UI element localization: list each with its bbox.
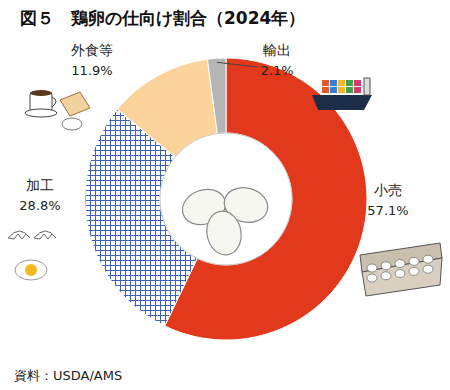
ship-container — [354, 87, 361, 93]
egg-white-icon — [15, 260, 47, 280]
category-label: 加工 — [26, 177, 54, 193]
ship-container — [322, 87, 329, 93]
chart-svg: 図５ 鶏卵の仕向け割合（2024年） 小売 57.1% 加工 28.8% 外食等 11.9%… — [0, 0, 450, 390]
inner-edge — [160, 133, 292, 265]
coffee-icon — [30, 90, 52, 96]
data-label: 11.9% — [71, 63, 112, 78]
ship-container — [346, 80, 353, 86]
carton-egg — [367, 274, 377, 282]
ship-container — [322, 80, 329, 86]
ship-container — [346, 87, 353, 93]
carton-egg — [381, 272, 391, 280]
labels: 小売 57.1% 加工 28.8% 外食等 11.9% 輸出 2.1% — [19, 42, 408, 218]
carton-egg — [381, 262, 391, 270]
source-note: 資料：USDA/AMS — [14, 368, 122, 383]
egg-icon — [203, 208, 244, 257]
carton-body — [362, 258, 442, 296]
carton-egg — [395, 260, 405, 268]
carton-egg — [423, 265, 433, 273]
shell-icon — [34, 231, 56, 239]
ship-container — [338, 80, 345, 86]
shell-icon — [8, 231, 30, 239]
cup-handle — [52, 97, 56, 107]
leader-line — [217, 62, 257, 67]
toast-icon — [60, 92, 90, 116]
category-label: 外食等 — [71, 42, 113, 58]
carton-egg — [395, 270, 405, 278]
ship-container — [354, 80, 361, 86]
category-label: 輸出 — [263, 42, 291, 58]
data-label: 57.1% — [367, 203, 408, 218]
ship-hull — [312, 95, 372, 110]
slice — [207, 58, 226, 134]
egg-plate-icon — [62, 118, 82, 130]
chart-root: 図５ 鶏卵の仕向け割合（2024年） 小売 57.1% 加工 28.8% 外食等 11.9%… — [0, 0, 450, 390]
saucer-icon — [25, 109, 57, 117]
decorations — [8, 78, 442, 296]
ship-container — [330, 87, 337, 93]
ship-container — [338, 87, 345, 93]
yolk-icon — [25, 264, 37, 276]
egg-icons — [178, 183, 272, 258]
category-label: 小売 — [374, 182, 402, 198]
carton-egg — [409, 257, 419, 265]
ship-bridge — [364, 78, 370, 95]
data-label: 28.8% — [19, 198, 60, 213]
carton-egg — [367, 264, 377, 272]
ship-container — [330, 80, 337, 86]
carton-egg — [409, 267, 419, 275]
carton-egg — [423, 255, 433, 263]
data-label: 2.1% — [260, 63, 293, 78]
title: 図５ 鶏卵の仕向け割合（2024年） — [20, 8, 305, 28]
